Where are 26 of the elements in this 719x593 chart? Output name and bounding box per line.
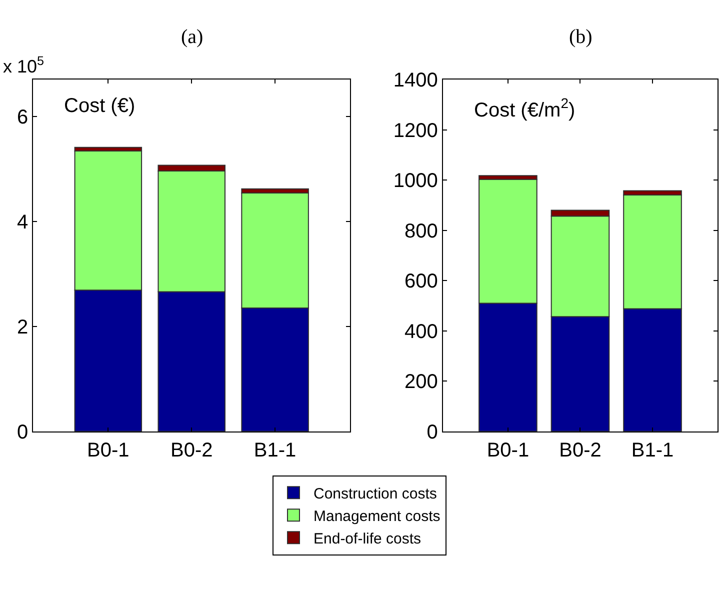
x-tick-label: B0-2 [170,439,213,462]
x-tick-label: B0-1 [87,439,130,462]
y-tick-label: 800 [404,220,438,242]
x-tick-label: B0-1 [486,439,530,462]
x-tick-label: B1-1 [254,439,296,462]
y-tick-label: 400 [404,320,438,343]
y-tick-label: 200 [404,371,438,394]
chart-title: (a) [181,26,204,48]
annotation: Cost (€/m$^{2}$) [474,95,576,122]
legend-label: Management costs [314,508,440,525]
annotation: Cost (€) [64,95,136,117]
y-tick-label: 1200 [393,120,438,142]
text: x 10$^{5}$ [3,54,44,77]
x-tick-label: B0-2 [559,439,602,462]
y-tick-label: 1000 [393,170,438,192]
y-tick-label: 600 [404,270,438,293]
chart-title: (b) [569,26,592,48]
y-tick-label: 0 [426,421,438,444]
y-tick-label: 1400 [393,70,438,92]
legend-label: Construction costs [314,485,437,502]
legend-label: End-of-life costs [314,530,422,548]
y-tick-label: 4 [16,211,28,234]
y-tick-label: 0 [16,421,28,444]
y-tick-label: 2 [16,316,28,338]
y-tick-label: 6 [16,106,28,128]
x-tick-label: B1-1 [631,439,674,462]
